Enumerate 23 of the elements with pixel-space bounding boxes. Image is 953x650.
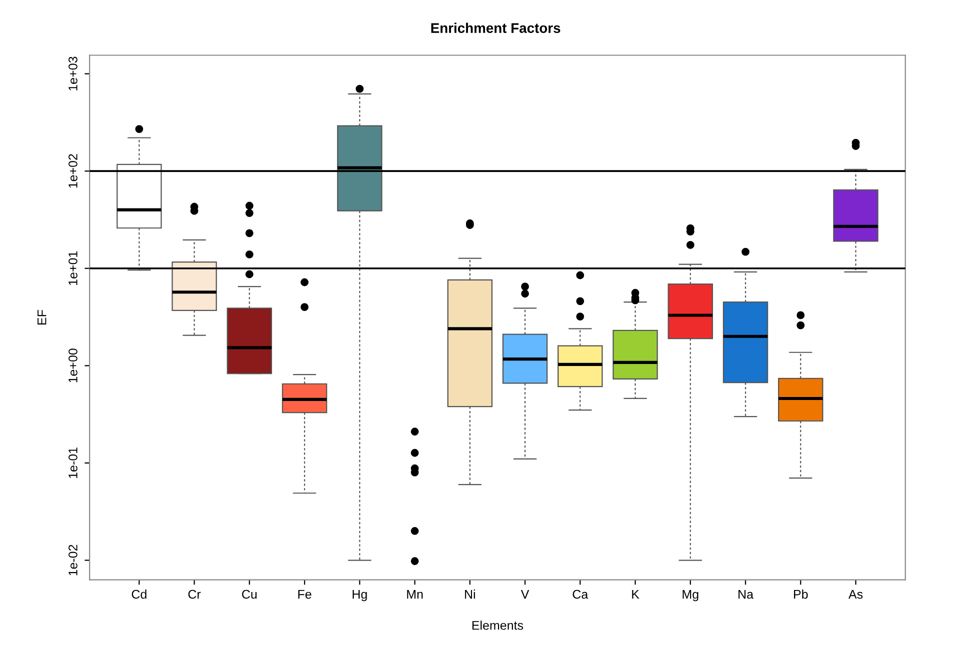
x-tick-label: As [848,590,863,599]
y-tick-label: 1e+03 [68,56,78,90]
x-tick-label: Ca [572,590,588,599]
x-axis-title: Elements [472,620,524,630]
y-tick-label: 1e-02 [68,544,78,576]
x-tick-label: Cr [188,590,201,599]
x-tick-label: Na [738,590,754,599]
x-tick-label: K [632,590,640,599]
y-tick-label: 1e+02 [68,154,78,188]
chart-title: Enrichment Factors [431,22,560,33]
x-tick-label: Hg [352,590,367,602]
y-tick-label: 1e+01 [68,251,78,285]
x-tick-label: Cd [132,590,146,599]
y-tick-label: 1e-01 [68,448,78,478]
y-tick-label: 1e+00 [68,348,78,382]
x-tick-label: Pb [794,590,808,599]
x-tick-label: Mg [682,590,698,602]
x-tick-label: Ni [465,590,475,599]
x-tick-label: Cu [242,590,257,599]
x-tick-label: Fe [298,590,312,599]
x-tick-label: Mn [407,590,423,599]
x-tick-label: V [520,590,530,599]
y-axis-title: EF [38,310,46,324]
